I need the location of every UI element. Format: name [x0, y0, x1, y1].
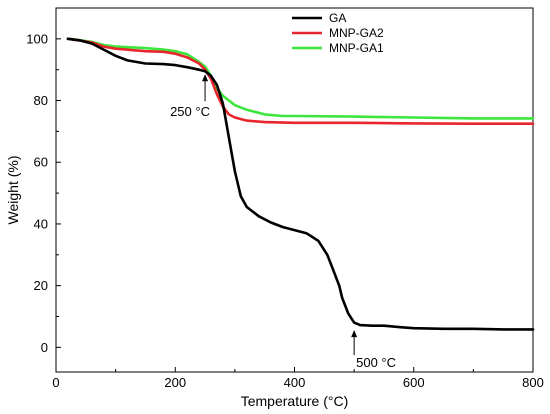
x-tick-label: 600: [403, 375, 425, 390]
x-tick-label: 800: [522, 375, 544, 390]
x-tick-label: 200: [164, 375, 186, 390]
y-tick-label: 80: [34, 93, 48, 108]
annotation-arrowhead: [202, 74, 209, 82]
y-axis-title: Weight (%): [5, 156, 21, 225]
y-tick-label: 100: [26, 31, 48, 46]
annotation-label: 250 °C: [170, 104, 210, 119]
y-tick-label: 40: [34, 216, 48, 231]
legend-label: MNP-GA1: [329, 41, 384, 55]
annotations: 250 °C 500 °C: [170, 74, 396, 370]
axes: 0 200 400 600 800 0 20 40 60 80 100: [26, 31, 544, 390]
legend-label: GA: [329, 11, 346, 25]
y-tick-label: 0: [41, 340, 48, 355]
series-line-ga: [66, 37, 535, 331]
series-line-mnp-ga2: [66, 37, 535, 125]
annotation-arrowhead: [351, 330, 358, 338]
legend-label: MNP-GA2: [329, 26, 384, 40]
y-tick-label: 20: [34, 278, 48, 293]
plot-area: [55, 7, 534, 373]
x-tick-label: 400: [284, 375, 306, 390]
series-group: [66, 37, 535, 331]
y-tick-label: 60: [34, 155, 48, 170]
x-axis-title: Temperature (°C): [241, 393, 349, 409]
annotation-label: 500 °C: [356, 355, 396, 370]
plot-frame: [55, 7, 534, 373]
x-tick-label: 0: [52, 375, 59, 390]
